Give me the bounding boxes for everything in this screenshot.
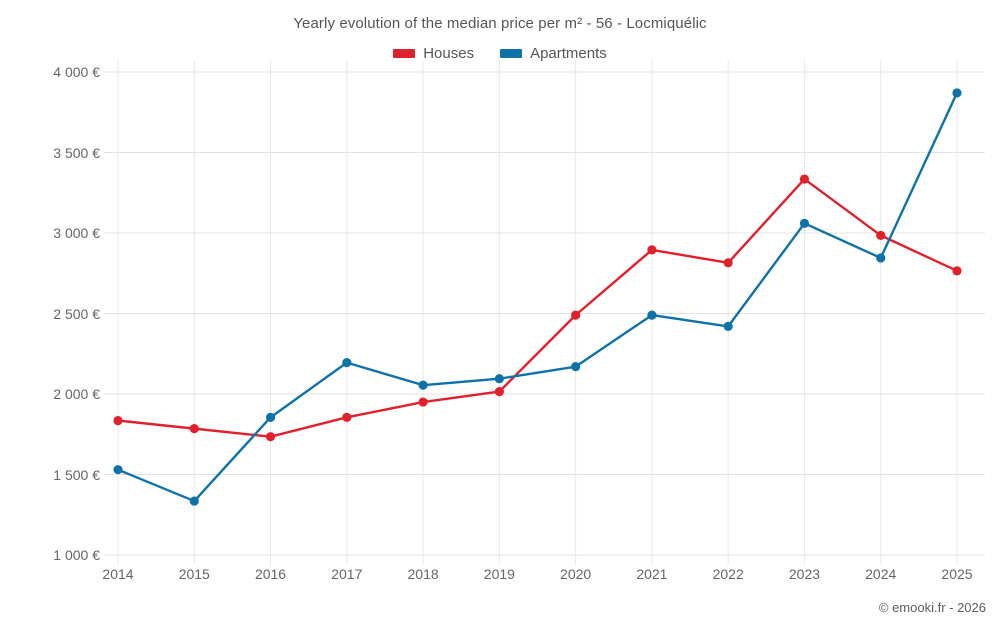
data-point-apartments-2017[interactable] (342, 358, 352, 368)
x-axis-tick-label: 2018 (407, 566, 439, 582)
data-point-houses-2025[interactable] (952, 266, 962, 276)
data-point-apartments-2022[interactable] (723, 321, 733, 331)
data-point-houses-2015[interactable] (189, 424, 199, 434)
data-point-apartments-2015[interactable] (189, 496, 199, 506)
data-point-houses-2021[interactable] (647, 245, 657, 255)
y-axis-tick-label: 3 500 € (53, 144, 100, 161)
data-point-houses-2018[interactable] (418, 397, 428, 407)
data-point-apartments-2016[interactable] (265, 412, 276, 422)
data-point-apartments-2025[interactable] (952, 88, 962, 98)
data-point-houses-2020[interactable] (571, 310, 581, 320)
x-axis-tick-label: 2021 (636, 566, 668, 582)
x-axis-tick-label: 2020 (560, 566, 592, 582)
data-point-houses-2017[interactable] (342, 412, 352, 422)
gridlines (104, 60, 985, 565)
y-axis: 4 000 € 3 500 € 3 000 € 2 500 € 2 000 € 1 500… (8, 0, 100, 625)
y-axis-tick-label: 1 000 € (53, 547, 100, 563)
legend-label-apartments: Apartments (530, 45, 607, 62)
series-line-houses (116, 177, 959, 438)
data-point-houses-2022[interactable] (723, 258, 733, 268)
chart-legend: Houses Apartments (0, 45, 1000, 62)
y-axis-tick-label: 2 500 € (53, 305, 100, 322)
chart-title: Yearly evolution of the median price per… (293, 15, 707, 32)
y-axis-tick-label: 3 000 € (53, 225, 100, 241)
x-axis-tick-label: 2014 (102, 566, 134, 582)
x-axis-tick-label: 2016 (254, 566, 287, 582)
data-point-apartments-2019[interactable] (494, 374, 504, 384)
data-point-apartments-2020[interactable] (571, 362, 581, 372)
series-points (113, 88, 962, 506)
data-point-apartments-2014[interactable] (113, 465, 123, 475)
y-axis-tick-label: 2 000 € (53, 386, 100, 402)
data-point-houses-2023[interactable] (799, 174, 810, 184)
data-point-apartments-2024[interactable] (876, 253, 886, 263)
y-axis-tick-label: 4 000 € (53, 64, 100, 80)
series-lines (116, 91, 959, 503)
data-point-houses-2016[interactable] (265, 432, 276, 442)
legend-item-houses[interactable]: Houses (393, 45, 474, 62)
legend-swatch-apartments (500, 49, 523, 58)
legend-label-houses: Houses (423, 45, 475, 62)
footer-credit: © emooki.fr - 2026 (878, 600, 986, 615)
data-point-houses-2019[interactable] (494, 386, 504, 397)
x-axis-tick-label: 2024 (865, 566, 897, 582)
data-point-apartments-2021[interactable] (647, 310, 657, 320)
data-point-apartments-2018[interactable] (418, 380, 428, 390)
x-axis-tick-label: 2017 (331, 566, 363, 582)
data-point-apartments-2023[interactable] (799, 218, 810, 228)
legend-item-apartments[interactable]: Apartments (500, 45, 607, 62)
x-axis-tick-label: 2025 (941, 566, 973, 582)
y-axis-tick-label: 1 500 € (53, 466, 100, 483)
data-point-houses-2014[interactable] (113, 415, 123, 426)
x-axis-tick-label: 2015 (178, 566, 210, 582)
x-axis-tick-label: 2019 (483, 566, 515, 582)
data-point-houses-2024[interactable] (876, 230, 886, 241)
x-axis-tick-label: 2023 (788, 566, 821, 582)
series-line-apartments (116, 91, 959, 503)
legend-swatch-houses (393, 49, 416, 58)
x-axis-tick-label: 2022 (712, 566, 744, 582)
